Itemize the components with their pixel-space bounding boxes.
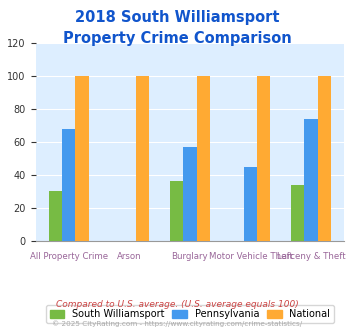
Bar [49, 191, 62, 241]
Bar [183, 147, 197, 241]
Text: Property Crime Comparison: Property Crime Comparison [63, 31, 292, 46]
Text: 2018 South Williamsport: 2018 South Williamsport [75, 10, 280, 25]
Bar [318, 76, 331, 241]
Text: Compared to U.S. average. (U.S. average equals 100): Compared to U.S. average. (U.S. average … [56, 300, 299, 309]
Bar [62, 129, 76, 241]
Bar [257, 76, 271, 241]
Bar [291, 185, 304, 241]
Bar [76, 76, 89, 241]
Text: All Property Crime: All Property Crime [30, 252, 108, 261]
Text: Motor Vehicle Theft: Motor Vehicle Theft [208, 252, 293, 261]
Bar [197, 76, 210, 241]
Bar [304, 119, 318, 241]
Text: Arson: Arson [117, 252, 142, 261]
Bar [136, 76, 149, 241]
Text: © 2025 CityRating.com - https://www.cityrating.com/crime-statistics/: © 2025 CityRating.com - https://www.city… [53, 321, 302, 327]
Bar [244, 167, 257, 241]
Legend: South Williamsport, Pennsylvania, National: South Williamsport, Pennsylvania, Nation… [46, 305, 334, 323]
Bar [170, 182, 183, 241]
Text: Burglary: Burglary [171, 252, 208, 261]
Text: Larceny & Theft: Larceny & Theft [277, 252, 345, 261]
